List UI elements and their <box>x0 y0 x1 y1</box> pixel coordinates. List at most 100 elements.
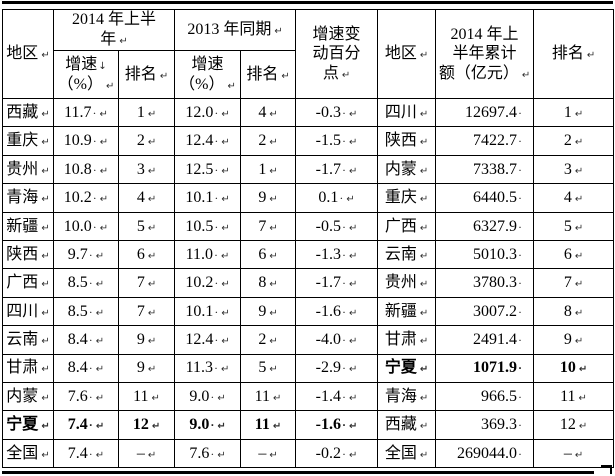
paragraph-mark-icon: ↵ <box>348 250 358 262</box>
paragraph-mark-icon: ↵ <box>147 449 157 461</box>
cell-value: 1 <box>563 103 572 121</box>
table-row: 青海 ↵ 10.2· ↵ 4 ↵ 10.1· ↵ 9 ↵ 0.1· ↵ 重庆 ↵ 6440.5· 4 ↵ <box>2 183 615 213</box>
paragraph-mark-icon: ↵ <box>272 421 282 433</box>
cell-rank-right: 3 ↵ <box>533 154 615 185</box>
cell-amount: 3780.3· <box>435 268 535 298</box>
paragraph-mark-icon: ↵ <box>95 364 105 376</box>
cell-value: – <box>136 444 145 462</box>
paragraph-mark-icon: ↵ <box>269 250 278 262</box>
paragraph-mark-icon: ↵ <box>221 165 230 177</box>
cell-region-left: 四川 ↵ <box>2 296 54 327</box>
cell-value: 11 <box>560 387 576 405</box>
space-mark-icon: · <box>214 191 219 206</box>
cell-value: 7 <box>136 302 145 320</box>
paragraph-mark-icon: ↵ <box>574 194 584 206</box>
header-row-sub: 增速↓ （%） ↵ 排名 ↵ 增速 （%） ↵ 排名 ↵ <box>3 50 614 99</box>
header-row-groups: 地区 ↵ 2014 年上半 年 ↵ 2013 年同期 ↵ 增速变 动百分 点 ↵ 地区 ↵… <box>2 9 615 99</box>
space-mark-icon: · <box>88 361 93 376</box>
table-row: 甘肃 ↵ 8.4· ↵ 9 ↵ 11.3· ↵ 5 ↵ -2.9· ↵ 宁夏 ↵ 1071.9· 10 ↵ <box>2 353 615 383</box>
cell-value: 5 <box>258 359 267 377</box>
space-mark-icon: · <box>518 304 523 319</box>
cell-value: 8 <box>563 302 572 320</box>
cell-value: 2 <box>258 331 267 349</box>
cell-value: 5 <box>136 217 145 235</box>
cell-value: -0.2 <box>315 444 341 462</box>
space-mark-icon: · <box>518 105 523 120</box>
cell-value: 7338.7 <box>473 160 518 178</box>
cell-value: 甘肃 <box>6 359 39 377</box>
cell-value: 9.0 <box>189 416 210 434</box>
paragraph-mark-icon: ↵ <box>147 250 157 262</box>
space-mark-icon: · <box>518 361 523 376</box>
cell-region-right: 贵州 ↵ <box>377 268 437 298</box>
cell-change: -1.6· ↵ <box>295 296 379 327</box>
cell-value: 10.2 <box>63 189 92 207</box>
paragraph-mark-icon: ↵ <box>41 307 50 319</box>
header-label: 地区 <box>384 45 417 63</box>
paragraph-mark-icon: ↵ <box>348 421 358 433</box>
paragraph-mark-icon: ↵ <box>41 137 50 149</box>
cell-value: – <box>258 444 267 462</box>
cell-region-left: 新疆 ↵ <box>2 211 54 241</box>
paragraph-mark-icon: ↵ <box>95 449 105 461</box>
paragraph-mark-icon: ↵ <box>147 364 157 376</box>
paragraph-mark-icon: ↵ <box>41 250 50 262</box>
cell-value: 1 <box>136 103 145 121</box>
cell-value: 宁夏 <box>6 416 39 434</box>
cell-growth-2014: 8.5· ↵ <box>53 268 119 298</box>
cell-region-left: 贵州 ↵ <box>2 154 54 185</box>
cell-value: 2491.4 <box>473 331 518 349</box>
paragraph-mark-icon: ↵ <box>119 36 128 47</box>
paragraph-mark-icon: ↵ <box>41 449 50 461</box>
cell-rank-right: 11 ↵ <box>533 381 615 412</box>
cell-region-left: 陕西 ↵ <box>2 239 54 270</box>
paragraph-mark-icon: ↵ <box>41 50 50 62</box>
paragraph-mark-icon: ↵ <box>147 194 157 206</box>
paragraph-mark-icon: ↵ <box>348 222 358 234</box>
space-mark-icon: · <box>88 446 93 461</box>
paragraph-mark-icon: ↵ <box>348 108 358 120</box>
paragraph-mark-icon: ↵ <box>95 307 105 319</box>
subheader-growth-2013: 增速 （%） ↵ <box>174 50 242 99</box>
cell-growth-2013: 11.0· ↵ <box>174 239 242 270</box>
cell-value: 6440.5 <box>473 189 518 207</box>
space-mark-icon: · <box>214 105 219 120</box>
space-mark-icon: · <box>88 418 93 433</box>
cell-growth-2014: 10.8· ↵ <box>53 154 119 185</box>
paragraph-mark-icon: ↵ <box>574 165 584 177</box>
space-mark-icon: · <box>92 191 97 206</box>
cell-rank-2014: 6 ↵ <box>117 239 176 270</box>
paragraph-mark-icon: ↵ <box>274 26 283 38</box>
cell-growth-2013: 12.0· ↵ <box>174 97 242 128</box>
cell-rank-2013: 1 ↵ <box>240 154 297 185</box>
cell-value: 3780.3 <box>473 274 518 292</box>
cell-rank-2013: 5 ↵ <box>240 353 297 383</box>
cell-value: 5 <box>563 217 572 235</box>
paragraph-mark-icon: ↵ <box>147 165 157 177</box>
table-row: 全国 ↵ 7.4· ↵ – ↵ 7.6· ↵ – ↵ -0.2· ↵ 全国 ↵ 269044.0· – ↵ <box>2 438 615 469</box>
line-break-mark-icon: ↓ <box>98 60 107 72</box>
space-mark-icon: · <box>88 247 93 262</box>
header-label: 增速 <box>65 55 98 73</box>
cell-rank-right: 2 ↵ <box>533 126 615 156</box>
cell-growth-2014: 7.4· ↵ <box>53 438 119 469</box>
space-mark-icon: · <box>214 333 219 348</box>
cell-value: 贵州 <box>384 274 417 292</box>
cell-region-left: 广西 ↵ <box>2 268 54 298</box>
cell-rank-right: 4 ↵ <box>533 183 615 213</box>
cell-value: 1 <box>258 160 267 178</box>
cell-value: 7.4 <box>67 444 88 462</box>
cell-value: 广西 <box>6 274 39 292</box>
space-mark-icon: · <box>88 276 93 291</box>
cell-value: 西藏 <box>384 416 417 434</box>
paragraph-mark-icon: ↵ <box>221 108 230 120</box>
cell-rank-2013: 2 ↵ <box>240 325 297 355</box>
header-region-right: 地区 ↵ <box>377 9 437 99</box>
paragraph-mark-icon: ↵ <box>221 307 230 319</box>
cell-value: 11.7 <box>64 103 92 121</box>
cell-rank-2014: 12 ↵ <box>117 410 176 440</box>
cell-value: 8.5 <box>67 302 88 320</box>
cell-value: 内蒙 <box>384 160 417 178</box>
space-mark-icon: · <box>88 304 93 319</box>
cell-rank-right: 5 ↵ <box>533 211 615 241</box>
